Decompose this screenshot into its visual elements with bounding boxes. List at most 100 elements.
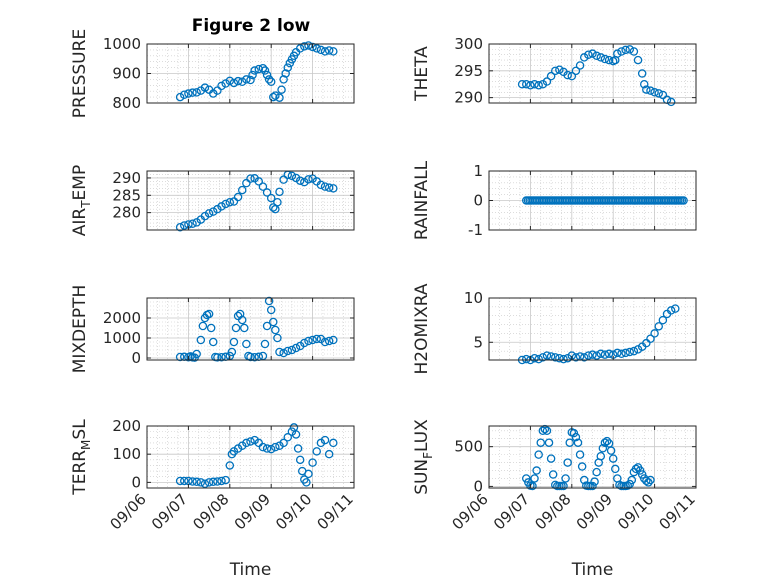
subplot-4: -1 0 1 RAINFALL: [412, 160, 697, 240]
data-point: [629, 346, 639, 356]
data-point: [621, 45, 630, 55]
data-point: [242, 75, 251, 84]
data-point: [600, 54, 610, 64]
data-point: [571, 353, 581, 362]
y-tick-label: 1: [473, 162, 483, 180]
data-point: [544, 438, 554, 447]
data-point: [221, 475, 230, 485]
data-point: [254, 177, 264, 186]
data-point: [188, 88, 197, 97]
data-point: [300, 42, 309, 51]
data-point: [269, 203, 278, 212]
data-point: [646, 475, 655, 485]
data-point: [621, 348, 630, 358]
data-point: [281, 69, 290, 78]
data-point: [264, 296, 274, 306]
data-point: [308, 335, 317, 345]
y-axis-label: TERRMSL: [70, 419, 93, 496]
data-point: [542, 351, 552, 360]
data-point: [266, 77, 276, 87]
data-point: [617, 349, 626, 359]
data-point: [275, 93, 284, 102]
data-point: [606, 446, 616, 455]
data-point: [617, 47, 626, 56]
data-point: [542, 426, 552, 436]
data-point: [279, 75, 288, 84]
y-tick-label: 0: [131, 473, 141, 491]
x-axis-label: Time: [229, 560, 272, 580]
y-tick-label: 200: [112, 417, 141, 435]
y-tick-label: 5: [473, 333, 483, 351]
data-point: [602, 436, 612, 446]
data-point: [596, 451, 606, 461]
data-point: [254, 64, 264, 74]
data-point: [266, 193, 276, 203]
data-point: [604, 349, 614, 359]
data-point: [604, 55, 614, 65]
data-point: [225, 76, 235, 86]
data-point: [666, 97, 676, 107]
data-point: [213, 477, 222, 486]
data-point: [229, 78, 239, 88]
data-point: [577, 462, 587, 471]
data-point: [559, 354, 568, 364]
subplot-2: 290 295 300 THETA: [412, 35, 697, 107]
axes-box: [488, 425, 697, 489]
data-point: [316, 180, 326, 190]
data-point: [283, 63, 293, 72]
data-point: [175, 92, 185, 102]
data-point: [522, 474, 531, 483]
data-point: [204, 478, 214, 487]
data-point: [575, 450, 585, 459]
data-point: [291, 430, 301, 439]
data-point: [640, 79, 649, 89]
data-point: [555, 353, 564, 363]
data-point: [565, 438, 574, 447]
data-point: [225, 461, 235, 470]
data-point: [528, 481, 537, 491]
data-point: [588, 481, 597, 491]
data-point: [200, 83, 210, 92]
y-tick-label: 900: [112, 65, 141, 83]
data-point: [596, 53, 606, 62]
data-point: [312, 447, 321, 456]
data-point: [611, 464, 620, 474]
data-point: [329, 184, 338, 193]
data-point: [658, 90, 668, 100]
data-point: [198, 321, 208, 331]
data-point: [258, 182, 268, 191]
data-point: [563, 70, 572, 80]
data-point: [555, 65, 564, 74]
data-point: [679, 196, 688, 205]
data-point: [188, 477, 197, 486]
data-point: [534, 450, 543, 459]
y-axis-label: H2OMIXRA: [412, 283, 432, 374]
data-point: [217, 202, 226, 211]
data-point: [646, 334, 655, 343]
data-point: [536, 438, 546, 447]
y-tick-label: 290: [454, 89, 483, 107]
axes-background: [489, 44, 696, 103]
data-point: [637, 69, 647, 78]
data-point: [308, 42, 317, 52]
data-point: [262, 444, 272, 453]
data-point: [550, 66, 560, 76]
axes-box: [146, 170, 355, 231]
data-point: [534, 354, 543, 364]
data-point: [227, 347, 237, 357]
axes-box: [488, 43, 697, 104]
data-point: [627, 475, 637, 485]
axes-background: [147, 171, 354, 230]
axes-box: [146, 297, 355, 361]
data-point: [320, 47, 330, 56]
data-point: [548, 470, 558, 479]
data-point: [584, 351, 593, 360]
data-point: [273, 333, 282, 343]
data-point: [590, 477, 599, 486]
data-point: [246, 352, 255, 362]
data-point: [204, 209, 214, 218]
data-point: [550, 353, 560, 362]
data-point: [538, 353, 548, 362]
